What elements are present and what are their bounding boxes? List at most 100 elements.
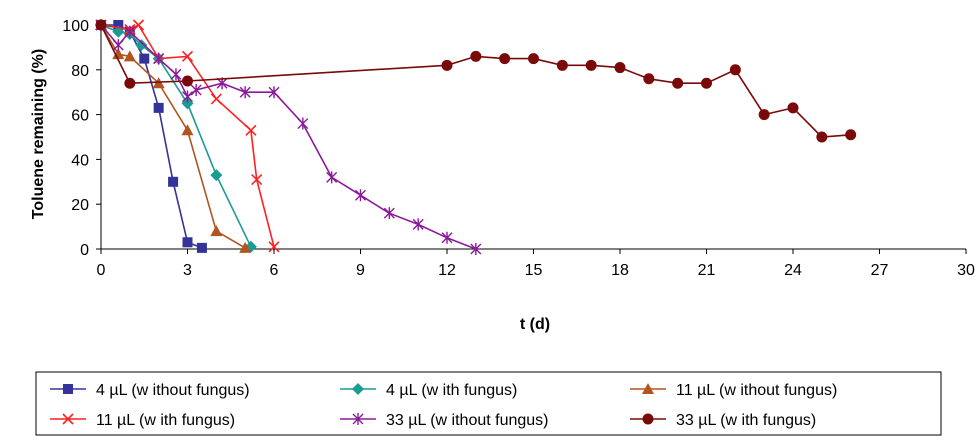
data-point-marker: [268, 241, 280, 253]
legend-label: 11 µL (w ithout fungus): [676, 382, 837, 399]
data-point-marker: [251, 173, 263, 186]
y-axis-title: Toluene remaining (%): [30, 49, 47, 219]
legend-item: 33 µL (w ithout fungus): [340, 412, 549, 429]
data-point-marker: [355, 189, 366, 202]
series-3: [95, 19, 252, 253]
y-tick-label: 100: [62, 18, 89, 35]
data-point-marker: [758, 109, 770, 121]
x-tick-label: 9: [356, 262, 365, 279]
series-1: [96, 20, 207, 253]
data-point-marker: [642, 413, 654, 425]
data-point-marker: [153, 102, 164, 113]
series-layer: [95, 19, 857, 255]
data-point-marker: [190, 83, 202, 96]
x-tick-label: 3: [183, 262, 192, 279]
data-point-marker: [816, 131, 828, 143]
x-axis-title: t (d): [520, 316, 550, 333]
data-point-marker: [729, 64, 741, 76]
data-point-marker: [441, 59, 453, 71]
data-point-marker: [124, 25, 136, 38]
data-point-marker: [268, 86, 280, 99]
data-point-marker: [297, 117, 309, 130]
data-point-marker: [528, 53, 539, 65]
legend-item: 4 µL (w ithout fungus): [50, 382, 250, 399]
data-point-marker: [132, 19, 145, 31]
x-tick-label: 24: [784, 262, 802, 279]
y-tick-label: 60: [71, 108, 89, 125]
x-tick-labels: 0 3 6 9 12 15 18 21 24 27 30: [97, 262, 975, 279]
data-point-marker: [196, 242, 207, 253]
data-point-marker: [182, 90, 193, 103]
data-point-marker: [470, 243, 482, 255]
y-tick-label: 80: [71, 63, 89, 80]
legend-label: 4 µL (w ith fungus): [386, 382, 517, 399]
data-point-marker: [672, 77, 684, 89]
data-point-marker: [845, 129, 857, 141]
y-tick-label: 40: [71, 152, 89, 169]
data-point-marker: [499, 53, 511, 65]
data-point-marker: [113, 20, 124, 30]
data-point-marker: [245, 124, 257, 136]
legend-item: 11 µL (w ithout fungus): [630, 382, 837, 399]
data-point-marker: [112, 39, 124, 52]
data-point-marker: [182, 237, 193, 248]
data-point-marker: [210, 169, 223, 182]
data-point-marker: [181, 50, 194, 62]
data-point-marker: [352, 383, 364, 395]
y-tick-label: 20: [71, 197, 89, 214]
data-point-marker: [153, 52, 165, 65]
data-point-marker: [63, 384, 73, 394]
data-point-marker: [181, 124, 194, 136]
data-point-marker: [210, 93, 222, 105]
data-point-marker: [787, 102, 799, 114]
data-point-marker: [470, 50, 482, 62]
data-point-marker: [239, 86, 251, 99]
x-tick-label: 6: [270, 262, 279, 279]
data-point-marker: [182, 75, 193, 87]
data-point-marker: [352, 413, 364, 425]
legend-item: 4 µL (w ith fungus): [340, 382, 517, 399]
series-6: [95, 19, 857, 143]
data-point-marker: [383, 207, 395, 220]
data-point-marker: [123, 50, 136, 62]
x-tick-label: 30: [957, 262, 975, 279]
data-point-marker: [95, 19, 107, 31]
x-tick-label: 21: [698, 262, 716, 279]
legend-item: 11 µL (w ith fungus): [50, 412, 235, 429]
data-point-marker: [168, 176, 179, 187]
x-tick-label: 0: [97, 262, 106, 279]
x-tick-label: 27: [871, 262, 889, 279]
legend-label: 4 µL (w ithout fungus): [96, 382, 250, 399]
data-point-marker: [412, 218, 424, 231]
data-point-marker: [326, 171, 338, 184]
legend-label: 33 µL (w ithout fungus): [386, 412, 549, 429]
x-tick-label: 15: [525, 262, 543, 279]
data-point-marker: [701, 77, 712, 89]
data-point-marker: [239, 241, 252, 253]
data-point-marker: [585, 59, 597, 71]
data-point-marker: [642, 383, 654, 394]
data-point-marker: [556, 59, 568, 71]
legend: 4 µL (w ithout fungus) 4 µL (w ith fungus…: [35, 371, 942, 436]
y-tick-labels: 0 20 40 60 80 100: [62, 18, 89, 259]
x-tick-label: 12: [438, 262, 456, 279]
data-point-marker: [139, 53, 150, 64]
x-tick-label: 18: [611, 262, 629, 279]
data-point-marker: [441, 231, 453, 244]
y-tick-label: 0: [80, 242, 89, 259]
legend-box: [35, 371, 942, 436]
series-line: [100, 24, 851, 138]
legend-label: 11 µL (w ith fungus): [96, 412, 235, 429]
data-point-marker: [62, 413, 74, 425]
legend-item: 33 µL (w ith fungus): [630, 412, 816, 429]
data-point-marker: [210, 225, 223, 237]
legend-label: 33 µL (w ith fungus): [676, 412, 816, 429]
data-point-marker: [643, 73, 655, 85]
data-point-marker: [112, 48, 125, 60]
data-point-marker: [135, 39, 148, 52]
data-point-marker: [170, 68, 182, 81]
series-5: [95, 19, 482, 255]
data-point-marker: [614, 62, 626, 74]
data-point-marker: [124, 77, 136, 89]
